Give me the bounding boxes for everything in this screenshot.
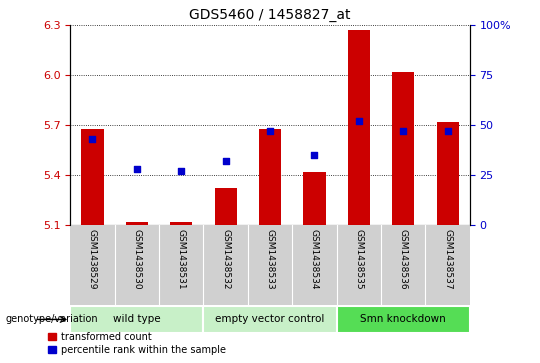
Bar	[392, 72, 414, 225]
Point	[266, 129, 274, 134]
Text: GSM1438531: GSM1438531	[177, 229, 186, 290]
Text: GSM1438537: GSM1438537	[443, 229, 452, 290]
Text: GSM1438535: GSM1438535	[354, 229, 363, 290]
Text: GSM1438533: GSM1438533	[266, 229, 274, 290]
Bar	[214, 188, 237, 225]
Bar	[70, 306, 204, 333]
Point	[221, 158, 230, 164]
Bar	[126, 222, 148, 225]
Text: GSM1438530: GSM1438530	[132, 229, 141, 290]
Text: Smn knockdown: Smn knockdown	[360, 314, 446, 324]
Bar	[436, 122, 458, 225]
Text: GSM1438529: GSM1438529	[88, 229, 97, 290]
Bar	[348, 30, 370, 225]
Bar	[204, 306, 336, 333]
Bar	[259, 129, 281, 225]
Point	[132, 166, 141, 172]
Text: empty vector control: empty vector control	[215, 314, 325, 324]
Point	[310, 152, 319, 158]
Point	[443, 129, 452, 134]
Text: GSM1438536: GSM1438536	[399, 229, 408, 290]
Point	[354, 118, 363, 124]
Text: GSM1438534: GSM1438534	[310, 229, 319, 290]
Point	[399, 129, 408, 134]
Legend: transformed count, percentile rank within the sample: transformed count, percentile rank withi…	[48, 331, 226, 355]
Text: wild type: wild type	[113, 314, 160, 324]
Text: genotype/variation: genotype/variation	[5, 314, 98, 325]
Bar	[170, 222, 192, 225]
Title: GDS5460 / 1458827_at: GDS5460 / 1458827_at	[189, 8, 351, 22]
Point	[88, 136, 97, 142]
Text: GSM1438532: GSM1438532	[221, 229, 230, 290]
Bar	[336, 306, 470, 333]
Point	[177, 168, 186, 174]
Bar	[82, 129, 104, 225]
Bar	[303, 172, 326, 225]
